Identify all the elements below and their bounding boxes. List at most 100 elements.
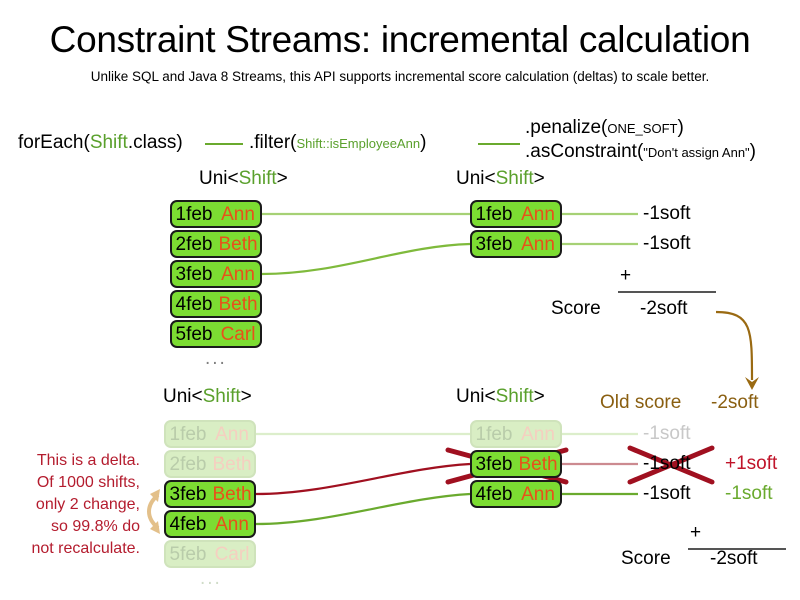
filter-prefix: .filter( [249, 132, 297, 153]
shift-card-faded[interactable]: 5feb Carl [164, 540, 256, 568]
asconstraint-argument: "Don't assign Ann" [643, 145, 750, 160]
shift-list-ellipsis-bottom: ... [200, 568, 222, 589]
foreach-prefix: forEach( [18, 132, 90, 153]
delta-annotation: This is a delta. Of 1000 shifts, only 2 … [0, 450, 140, 560]
uni-prefix: Uni< [456, 386, 496, 407]
penalize-suffix: ) [677, 117, 684, 138]
shift-card[interactable]: 3feb Ann [170, 260, 262, 288]
foreach-type: Shift [89, 132, 128, 153]
score-label-top: Score [551, 298, 601, 319]
delta-annotation-line-5: not recalculate. [31, 540, 140, 557]
shift-date: 2feb [164, 450, 210, 478]
uni-type: Shift [495, 386, 534, 407]
uni-type: Shift [495, 168, 534, 189]
matched-shift-card[interactable]: 3feb Ann [470, 230, 562, 258]
swap-arrow-head-up [150, 489, 160, 502]
filter-argument: Shift::isEmployeeAnn [296, 136, 421, 151]
delta-annotation-line-2: Of 1000 shifts, [36, 474, 140, 491]
foreach-suffix: .class) [127, 132, 183, 153]
shift-employee: Carl [216, 320, 262, 348]
shift-card-changed[interactable]: 4feb Ann [164, 510, 256, 538]
api-penalize-expression: .penalize(ONE_SOFT) [525, 116, 684, 141]
shift-date: 4feb [470, 480, 516, 508]
matched-shift-card-inserted[interactable]: 4feb Ann [470, 480, 562, 508]
shift-card-changed[interactable]: 3feb Beth [164, 480, 256, 508]
shift-date: 3feb [170, 260, 216, 288]
shift-card-faded[interactable]: 1feb Ann [164, 420, 256, 448]
penalty-value-retracted: -1soft [643, 453, 691, 474]
shift-date: 4feb [164, 510, 210, 538]
asconstraint-suffix: ) [749, 141, 756, 162]
shift-list-ellipsis: ... [205, 348, 227, 369]
api-foreach-expression: forEach(Shift.class) [18, 131, 183, 155]
shift-employee: Beth [216, 230, 262, 258]
uni-label-bottom-right: Uni<Shift> [456, 386, 545, 408]
shift-employee: Ann [516, 420, 562, 448]
shift-date: 1feb [470, 200, 516, 228]
shift-employee: Beth [216, 290, 262, 318]
penalty-value-kept: -1soft [643, 483, 691, 504]
sum-plus-sign-top: + [620, 265, 632, 286]
page-title: Constraint Streams: incremental calculat… [49, 19, 751, 60]
shift-date: 3feb [470, 450, 516, 478]
shift-card[interactable]: 1feb Ann [170, 200, 262, 228]
penalty-value: -1soft [643, 203, 691, 224]
uni-label-bottom-left: Uni<Shift> [163, 386, 252, 408]
uni-prefix: Uni< [456, 168, 496, 189]
matched-shift-card[interactable]: 1feb Ann [470, 200, 562, 228]
page-subtitle: Unlike SQL and Java 8 Streams, this API … [90, 69, 710, 84]
pipeline-connector-2 [478, 143, 520, 145]
shift-card[interactable]: 4feb Beth [170, 290, 262, 318]
shift-card-faded[interactable]: 2feb Beth [164, 450, 256, 478]
shift-date: 3feb [470, 230, 516, 258]
filter-suffix: ) [420, 132, 427, 153]
penalize-argument: ONE_SOFT [607, 121, 678, 136]
uni-type: Shift [238, 168, 277, 189]
old-score-label: Old score [600, 392, 682, 413]
connector-bottom-insert [255, 492, 471, 526]
shift-date: 4feb [170, 290, 216, 318]
shift-employee: Ann [216, 200, 262, 228]
uni-label-top-right: Uni<Shift> [456, 168, 545, 190]
shift-employee: Ann [516, 230, 562, 258]
penalty-value-faded: -1soft [643, 423, 691, 444]
swap-arrow-head-down [150, 521, 160, 534]
shift-employee: Beth [210, 450, 256, 478]
shift-employee: Beth [210, 480, 256, 508]
delta-value-insert: -1soft [725, 483, 773, 504]
sum-rule-top [618, 291, 716, 293]
shift-card[interactable]: 5feb Carl [170, 320, 262, 348]
old-score-arrow-head [745, 377, 759, 390]
shift-date: 1feb [164, 420, 210, 448]
pipeline-connector-1 [205, 143, 243, 145]
connector-top-2 [261, 242, 471, 276]
asconstraint-prefix: .asConstraint( [525, 141, 644, 162]
shift-card[interactable]: 2feb Beth [170, 230, 262, 258]
penalty-value: -1soft [643, 233, 691, 254]
delta-annotation-line-3: only 2 change, [35, 496, 140, 513]
matched-shift-card-retracted[interactable]: 3feb Beth [470, 450, 562, 478]
sum-plus-sign-bottom: + [690, 522, 702, 543]
shift-date: 1feb [470, 420, 516, 448]
old-score-value: -2soft [711, 392, 759, 413]
shift-employee: Ann [210, 510, 256, 538]
score-total-bottom: -2soft [710, 548, 758, 569]
uni-label-top-left: Uni<Shift> [199, 168, 288, 190]
delta-value-retract: +1soft [725, 453, 778, 474]
shift-employee: Ann [516, 200, 562, 228]
shift-employee: Ann [210, 420, 256, 448]
shift-employee: Ann [216, 260, 262, 288]
shift-employee: Ann [516, 480, 562, 508]
delta-annotation-line-1: This is a delta. [36, 452, 140, 469]
api-asconstraint-expression: .asConstraint("Don't assign Ann") [525, 140, 756, 165]
uni-suffix: > [276, 168, 288, 189]
matched-shift-card-faded[interactable]: 1feb Ann [470, 420, 562, 448]
shift-date: 5feb [170, 320, 216, 348]
score-label-bottom: Score [621, 548, 671, 569]
shift-employee: Beth [516, 450, 562, 478]
delta-annotation-line-4: so 99.8% do [51, 518, 140, 535]
score-total-top: -2soft [640, 298, 688, 319]
uni-suffix: > [240, 386, 252, 407]
sum-rule-bottom [688, 548, 786, 550]
uni-type: Shift [202, 386, 241, 407]
